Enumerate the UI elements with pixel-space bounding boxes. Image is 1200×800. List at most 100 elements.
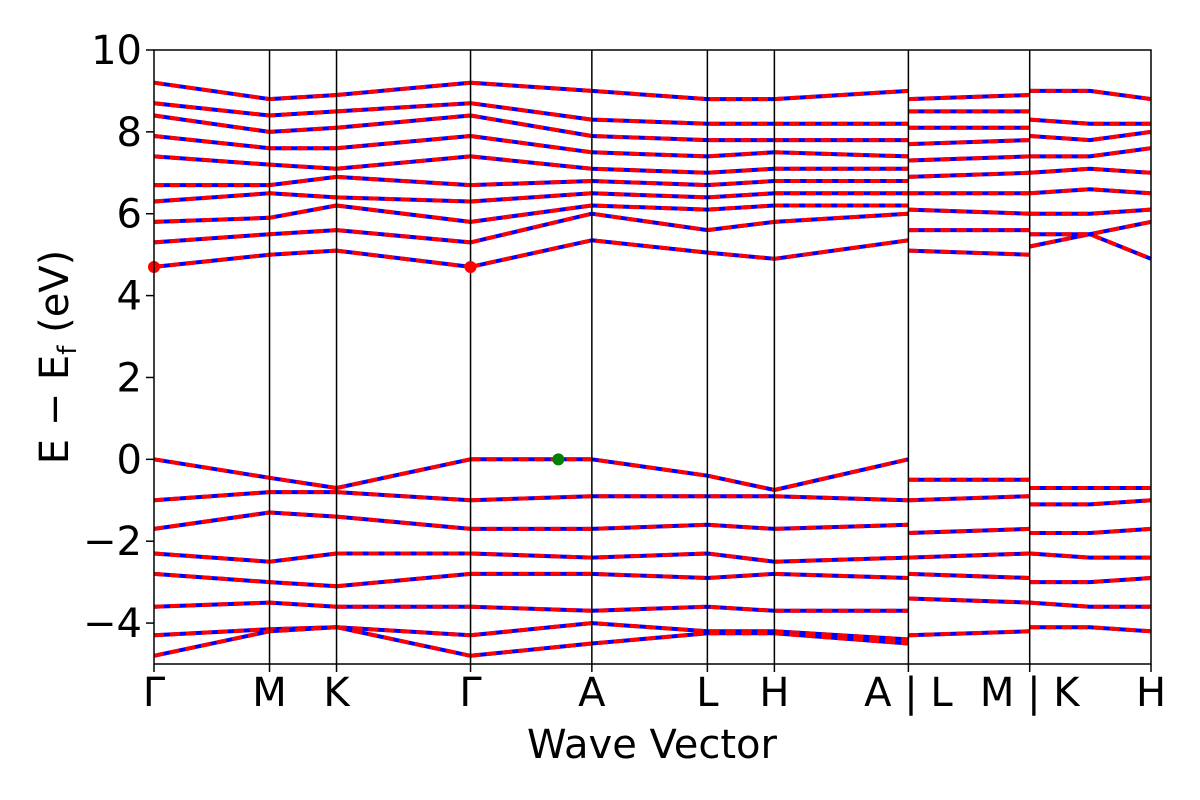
band-line-down bbox=[153, 101, 337, 118]
band-line-up bbox=[470, 571, 909, 580]
band-line-down bbox=[1029, 232, 1152, 261]
band-line-up bbox=[908, 551, 1030, 560]
band-line-up bbox=[908, 571, 1030, 580]
band-line-up bbox=[336, 101, 471, 114]
band-line-up bbox=[336, 625, 471, 658]
band-line-up bbox=[336, 203, 471, 224]
band-line-up bbox=[336, 625, 471, 638]
band-line-up bbox=[336, 490, 471, 503]
band-line-up bbox=[336, 113, 471, 130]
band-line-up bbox=[1029, 526, 1152, 535]
band-line-down bbox=[154, 174, 337, 188]
band-line-down bbox=[153, 600, 337, 609]
band-edge-marker bbox=[464, 260, 477, 273]
band-line-up bbox=[1029, 219, 1152, 237]
band-line-down bbox=[153, 248, 337, 269]
x-axis-title: Wave Vector bbox=[527, 722, 778, 768]
x-tick-label: M bbox=[252, 670, 287, 716]
y-tick-label: 10 bbox=[91, 28, 142, 74]
band-line-down bbox=[153, 551, 337, 564]
band-line-up bbox=[470, 604, 909, 613]
y-tick-label: −4 bbox=[83, 601, 142, 647]
band-line-up bbox=[1029, 129, 1152, 143]
band-line-up bbox=[1029, 166, 1152, 175]
band-line-up bbox=[908, 526, 1030, 535]
x-tick-label: H bbox=[1136, 670, 1166, 716]
band-line-up bbox=[1029, 187, 1152, 196]
bands-layer bbox=[153, 80, 1152, 658]
x-tick-label: Γ bbox=[143, 670, 166, 716]
band-line-up bbox=[1029, 88, 1152, 102]
band-line-up bbox=[470, 494, 909, 503]
band-line-up bbox=[1029, 498, 1152, 507]
y-axis-title-subscript: f bbox=[53, 345, 83, 355]
y-axis-title-main: E − E bbox=[32, 355, 78, 465]
band-line-up bbox=[908, 494, 1030, 503]
band-line-down bbox=[153, 510, 337, 531]
band-line-down bbox=[153, 571, 337, 589]
band-line-up bbox=[470, 457, 909, 492]
y-axis-title: E − Ef (eV) bbox=[32, 250, 83, 465]
y-tick-label: 8 bbox=[117, 110, 142, 156]
band-line-up bbox=[908, 138, 1030, 147]
band-line-up bbox=[470, 631, 909, 658]
plot-frame bbox=[153, 49, 1152, 665]
high-symmetry-lines bbox=[268, 50, 1031, 664]
x-tick-label: A | L bbox=[864, 670, 953, 716]
x-tick-label: L bbox=[696, 670, 719, 716]
band-line-up bbox=[908, 154, 1030, 163]
x-tick-label: A bbox=[578, 670, 606, 716]
band-line-up bbox=[1029, 625, 1152, 634]
x-tick-label: M | K bbox=[980, 670, 1081, 716]
y-tick-label: 4 bbox=[117, 274, 142, 320]
band-line-up bbox=[1029, 551, 1151, 560]
x-tick-label: Γ bbox=[459, 670, 482, 716]
band-line-up bbox=[470, 551, 909, 564]
band-line-down bbox=[153, 80, 337, 102]
band-line-up bbox=[470, 522, 909, 531]
band-line-up bbox=[908, 93, 1030, 102]
band-line-up bbox=[470, 179, 909, 188]
band-line-up bbox=[1029, 600, 1151, 609]
band-line-up bbox=[336, 174, 471, 188]
band-line-down bbox=[153, 113, 337, 134]
band-line-up bbox=[470, 238, 909, 269]
y-tick-label: 2 bbox=[117, 355, 142, 401]
band-line-up bbox=[470, 113, 909, 143]
x-tick-label: H bbox=[759, 670, 789, 716]
band-line-down bbox=[153, 457, 337, 490]
band-line-down bbox=[153, 203, 337, 224]
band-line-up bbox=[1029, 207, 1152, 216]
band-line-up bbox=[336, 80, 471, 97]
band-line-up bbox=[470, 203, 909, 224]
y-axis-title-unit: (eV) bbox=[32, 250, 78, 346]
band-line-up bbox=[470, 621, 909, 642]
band-line-up bbox=[908, 629, 1030, 638]
band-line-up bbox=[1029, 232, 1152, 261]
markers-layer bbox=[148, 260, 565, 466]
band-line-up bbox=[336, 457, 471, 490]
band-edge-marker bbox=[552, 453, 565, 466]
band-line-up bbox=[336, 248, 471, 269]
band-line-down bbox=[153, 228, 337, 245]
band-line-up bbox=[908, 170, 1030, 179]
band-line-up bbox=[1029, 146, 1152, 159]
band-line-up bbox=[470, 101, 909, 126]
band-line-up bbox=[470, 134, 909, 159]
y-tick-label: 0 bbox=[117, 437, 142, 483]
y-tick-label: −2 bbox=[83, 519, 142, 565]
band-line-up bbox=[908, 248, 1030, 257]
band-line-up bbox=[470, 191, 909, 204]
band-line-up bbox=[336, 195, 471, 204]
y-tick-label: 6 bbox=[117, 192, 142, 238]
band-line-up bbox=[470, 154, 909, 175]
band-line-down bbox=[153, 191, 337, 204]
band-line-up bbox=[470, 80, 909, 102]
band-line-up bbox=[1029, 576, 1152, 585]
band-line-down bbox=[153, 490, 337, 503]
band-line-up bbox=[336, 134, 471, 151]
band-line-up bbox=[336, 571, 471, 589]
band-line-up bbox=[336, 228, 471, 245]
